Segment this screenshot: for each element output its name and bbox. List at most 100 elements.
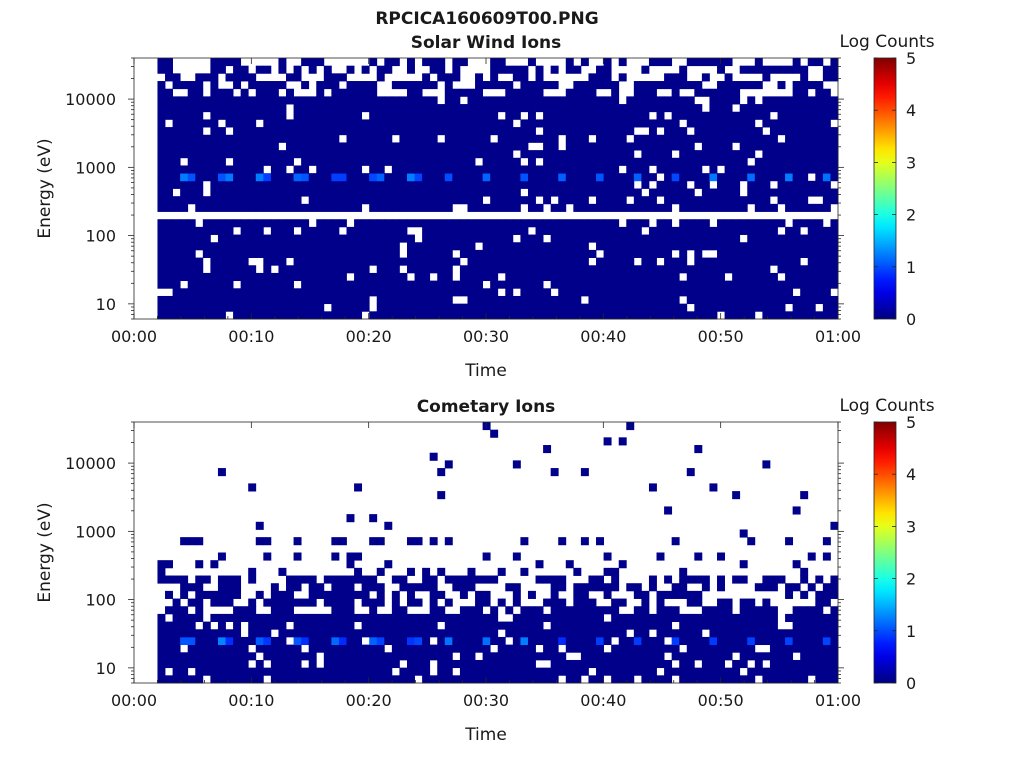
heatmap-cell: [195, 636, 204, 646]
heatmap-cell: [520, 150, 529, 159]
heatmap-cell: [565, 613, 574, 622]
heatmap-cell: [573, 88, 582, 97]
heatmap-cell: [633, 88, 642, 97]
heatmap-cell: [754, 265, 763, 274]
heatmap-cell: [422, 203, 431, 212]
heatmap-cell: [527, 675, 536, 684]
heatmap-cell: [384, 288, 393, 297]
heatmap-cell: [240, 272, 249, 282]
heatmap-cell: [573, 188, 582, 197]
heatmap-cell: [785, 613, 794, 622]
heatmap-cell: [527, 219, 536, 228]
heatmap-cell: [505, 88, 514, 97]
heatmap-cell: [187, 157, 196, 166]
heatmap-cell: [603, 96, 612, 105]
heatmap-cell: [717, 575, 725, 584]
heatmap-cell: [694, 272, 703, 282]
heatmap-cell: [444, 280, 453, 289]
heatmap-cell: [679, 234, 688, 243]
heatmap-cell: [444, 150, 453, 159]
heatmap-cell: [248, 142, 257, 151]
heatmap-cell: [338, 288, 347, 297]
heatmap-cell: [656, 295, 665, 305]
heatmap-cell: [762, 234, 771, 243]
heatmap-cell: [747, 295, 756, 305]
heatmap-cell: [512, 157, 521, 166]
heatmap-cell: [225, 134, 234, 143]
heatmap-cell: [361, 303, 370, 312]
heatmap-cell: [739, 219, 748, 228]
heatmap-cell: [611, 142, 620, 151]
heatmap-cell: [399, 165, 408, 174]
heatmap-cell: [422, 613, 431, 622]
heatmap-cell: [286, 180, 294, 189]
heatmap-cell: [475, 196, 484, 205]
heatmap-cell: [255, 96, 264, 105]
heatmap-cell: [648, 575, 657, 584]
heatmap-cell: [255, 157, 264, 166]
heatmap-cell: [656, 142, 665, 151]
heatmap-cell: [550, 675, 559, 684]
heatmap-cell: [240, 180, 249, 189]
heatmap-cell: [467, 242, 476, 251]
heatmap-cell: [822, 303, 831, 312]
heatmap-cell: [217, 242, 226, 251]
heatmap-cell: [240, 288, 249, 297]
heatmap-cell: [323, 165, 332, 174]
colorbar-tick-label: 3: [906, 153, 916, 172]
heatmap-cell: [762, 96, 771, 105]
heatmap-cell: [626, 249, 635, 258]
heatmap-cell: [346, 667, 355, 676]
heatmap-cell: [754, 652, 763, 661]
heatmap-cell: [323, 644, 332, 653]
heatmap-cell: [800, 157, 809, 166]
heatmap-cell: [732, 575, 741, 584]
heatmap-cell: [701, 157, 710, 166]
heatmap-cell: [550, 621, 559, 630]
heatmap-cell: [747, 644, 756, 653]
heatmap-cell: [172, 598, 181, 607]
heatmap-cell: [452, 104, 461, 113]
heatmap-cell: [475, 303, 484, 312]
heatmap-cell: [444, 257, 453, 266]
heatmap-cell: [399, 629, 408, 638]
heatmap-cell: [172, 219, 181, 228]
heatmap-cell: [255, 280, 264, 289]
heatmap-cell: [225, 142, 234, 151]
heatmap-cell: [429, 150, 438, 159]
heatmap-cell: [618, 311, 627, 320]
heatmap-cell: [202, 652, 211, 661]
heatmap-cell: [180, 575, 189, 584]
heatmap-cell: [830, 295, 839, 305]
heatmap-cell: [346, 196, 355, 205]
heatmap-cell: [444, 295, 453, 305]
heatmap-cell: [407, 127, 415, 136]
heatmap-cell: [724, 157, 733, 166]
heatmap-cell: [452, 180, 461, 189]
heatmap-cell: [225, 644, 234, 653]
heatmap-cell: [565, 560, 574, 569]
heatmap-cell: [679, 203, 688, 212]
heatmap-cell: [278, 288, 287, 297]
heatmap-cell: [611, 652, 620, 661]
heatmap-cell: [603, 583, 612, 592]
heatmap-cell: [308, 104, 317, 113]
heatmap-cell: [762, 280, 771, 289]
heatmap-cell: [739, 303, 748, 312]
heatmap-cell: [286, 226, 294, 235]
heatmap-cell: [217, 311, 226, 320]
heatmap-cell: [762, 104, 771, 113]
colorbar-tick-label: 5: [906, 413, 916, 432]
heatmap-cell: [210, 311, 219, 320]
heatmap-cell: [459, 621, 468, 630]
heatmap-cell: [391, 249, 400, 258]
heatmap-cell: [807, 303, 816, 312]
heatmap-cell: [391, 303, 400, 312]
heatmap-cell: [777, 303, 786, 312]
heatmap-cell: [263, 127, 272, 136]
heatmap-cell: [217, 621, 226, 630]
heatmap-cell: [490, 173, 499, 182]
heatmap-cell: [588, 675, 597, 684]
heatmap-cell: [369, 288, 378, 297]
heatmap-cell: [535, 280, 544, 289]
